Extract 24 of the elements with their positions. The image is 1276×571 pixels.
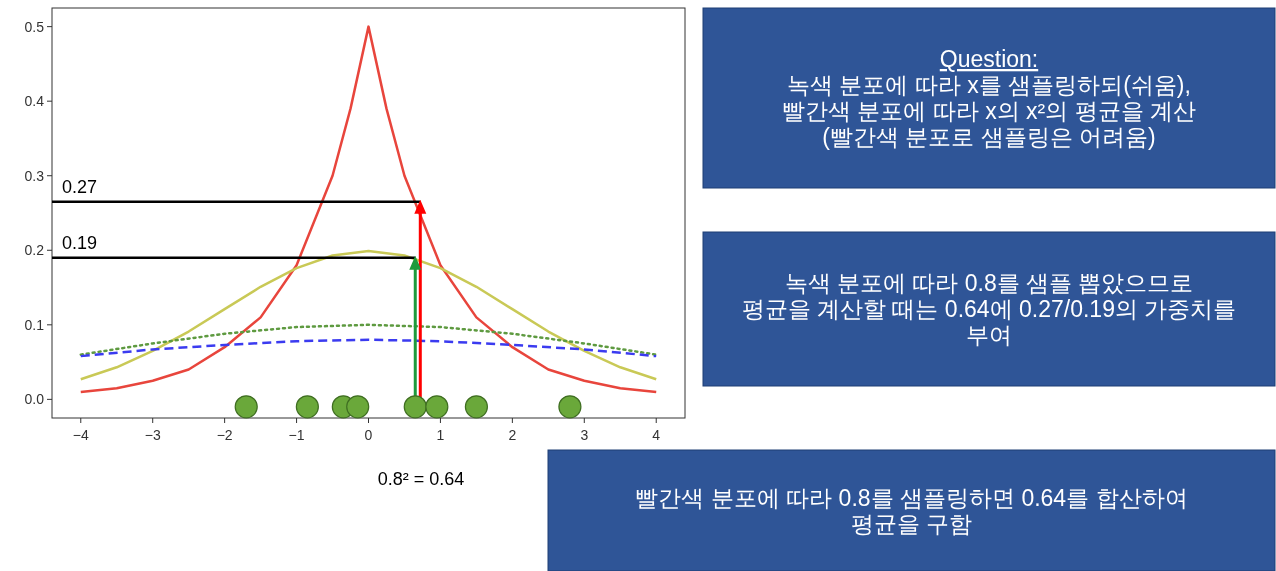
line-series: [79, 338, 658, 358]
line-series: [79, 323, 658, 356]
line-series: [79, 249, 658, 381]
y-tick-label: 0.5: [24, 18, 45, 35]
x-tick-label: −3: [144, 427, 161, 443]
x-tick-label: −2: [216, 427, 233, 443]
y-tick-label: 0.2: [24, 242, 45, 259]
x-tick-label: 1: [436, 427, 445, 443]
y-tick-label: 0.3: [24, 167, 45, 184]
x-tick-label: 4: [652, 427, 661, 443]
x-tick-label: 0: [364, 427, 373, 443]
text: Question: 녹색 분포에 따라 x를 샘플링하되(쉬움), 빨간색 분포에 따라 x의 x²의 평균을 계산 (빨간색 분포로 샘플링은 어려움): [782, 46, 1196, 150]
y-tick-label: 0.4: [24, 93, 45, 110]
text: 0.8² = 0.64: [377, 469, 465, 489]
text: 녹색 분포에 따라 0.8를 샘플 뽑았으므로 평균을 계산할 때는 0.64에 0.27/0.19의 가중치를 부여: [741, 270, 1237, 348]
annotation: 0.19: [62, 232, 98, 253]
x-tick-label: −4: [72, 427, 89, 443]
x-tick-label: −1: [288, 427, 305, 443]
y-tick-label: 0.0: [24, 391, 45, 408]
annotation: 0.27: [62, 176, 98, 197]
y-tick-label: 0.1: [24, 316, 45, 333]
text: 빨간색 분포에 따라 0.8를 샘플링하면 0.64를 합산하여 평균을 구함: [635, 484, 1188, 537]
x-tick-label: 2: [508, 427, 517, 443]
x-tick-label: 3: [580, 427, 589, 443]
